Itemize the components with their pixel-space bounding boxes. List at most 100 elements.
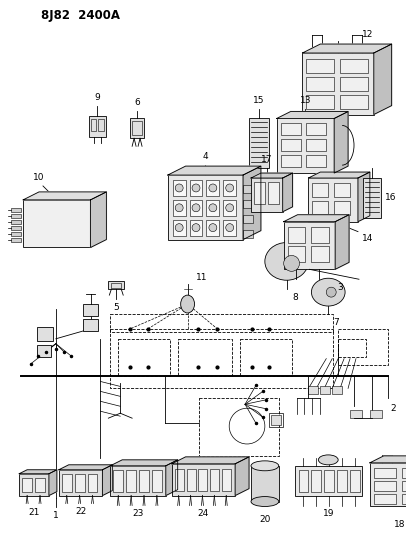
Bar [223,180,236,196]
Text: 8: 8 [293,293,298,302]
Bar [363,178,381,217]
Bar [190,200,202,216]
Bar [152,470,162,491]
Polygon shape [19,470,57,474]
Bar [370,410,382,418]
Ellipse shape [251,461,279,471]
Bar [173,180,186,196]
Bar [223,220,236,236]
Bar [59,470,102,496]
Bar [126,470,136,491]
Polygon shape [243,166,261,239]
Bar [110,466,166,496]
Circle shape [209,204,217,212]
Bar [91,119,96,132]
Bar [374,494,396,504]
Circle shape [284,255,299,271]
Bar [281,124,301,135]
Circle shape [226,224,234,232]
Bar [251,466,279,502]
Bar [62,474,72,491]
Text: 23: 23 [132,510,144,519]
Bar [269,413,283,427]
Text: 16: 16 [385,193,396,203]
Ellipse shape [311,278,345,306]
Bar [338,329,388,365]
Bar [11,208,21,212]
Bar [199,469,207,490]
Text: 8J82  2400A: 8J82 2400A [41,9,120,22]
Text: 4: 4 [203,152,208,161]
Polygon shape [172,457,249,464]
Bar [139,470,149,491]
Bar [401,468,408,478]
Text: 14: 14 [362,233,373,243]
Bar [311,227,329,243]
Polygon shape [23,192,106,200]
Bar [401,481,408,490]
Bar [254,182,265,204]
Text: 20: 20 [259,515,271,524]
Text: 2: 2 [390,405,396,413]
Bar [118,339,170,376]
Bar [168,175,243,239]
Text: 12: 12 [362,30,373,39]
Polygon shape [277,111,348,118]
Circle shape [209,224,217,232]
Polygon shape [308,172,370,178]
Circle shape [326,287,336,297]
Circle shape [192,224,200,232]
Bar [334,201,350,215]
Bar [313,201,328,215]
Bar [173,220,186,236]
Bar [223,200,236,216]
Ellipse shape [265,243,308,280]
Bar [113,470,123,491]
Bar [271,415,281,425]
Bar [206,200,219,216]
Bar [306,124,326,135]
Text: 9: 9 [95,93,100,102]
Bar [320,386,330,394]
Polygon shape [91,192,106,247]
Bar [206,220,219,236]
Polygon shape [59,465,112,470]
Bar [332,386,342,394]
Bar [190,220,202,236]
Text: 1: 1 [53,512,59,520]
Text: 6: 6 [134,98,140,107]
Text: 11: 11 [195,273,207,282]
Bar [249,118,269,168]
Bar [281,155,301,167]
Bar [222,469,231,490]
Polygon shape [284,215,349,222]
Ellipse shape [251,497,279,506]
Bar [311,470,322,491]
Bar [281,139,301,151]
Bar [11,225,21,230]
Bar [75,474,84,491]
Bar [110,314,333,332]
Bar [277,118,334,173]
Polygon shape [166,460,178,496]
Bar [89,116,106,138]
Polygon shape [168,166,261,175]
Circle shape [192,204,200,212]
Bar [243,185,253,193]
Bar [313,183,328,197]
Circle shape [175,204,183,212]
Bar [251,178,283,212]
Circle shape [209,184,217,192]
Bar [340,59,368,73]
Polygon shape [358,172,370,222]
Bar [306,95,334,109]
Bar [178,339,232,376]
Bar [243,215,253,223]
Text: 24: 24 [198,510,209,519]
Circle shape [226,204,234,212]
Polygon shape [334,111,348,173]
Polygon shape [251,173,293,178]
Bar [295,466,362,496]
Bar [98,119,104,132]
Bar [350,410,362,418]
